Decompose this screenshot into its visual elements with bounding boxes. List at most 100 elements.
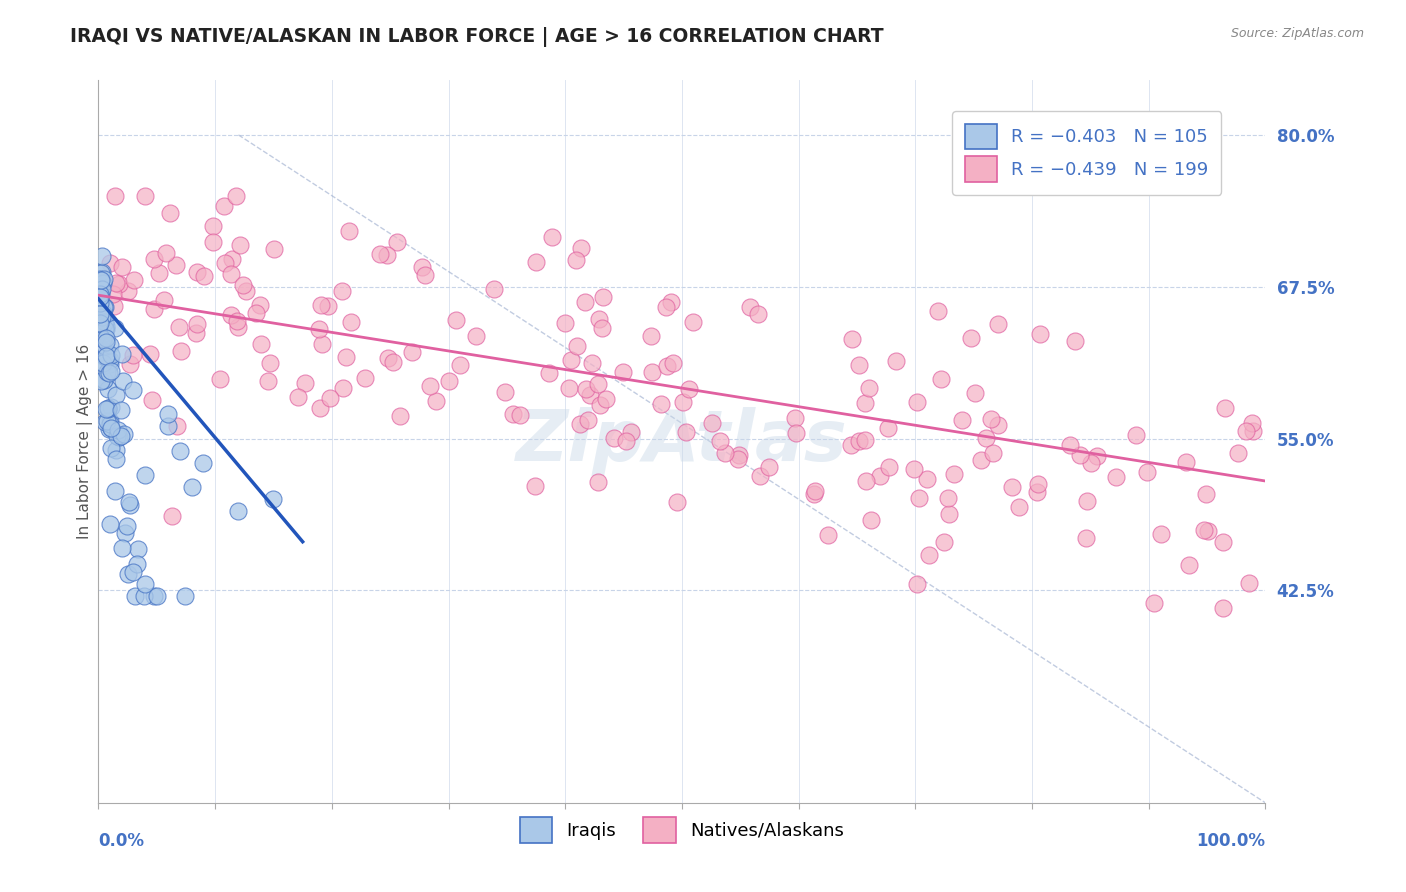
Point: [90, 359, 112, 374]
Point: [122, 383, 145, 397]
Point: [89, 296, 111, 310]
Point: [569, 417, 592, 431]
Point: [337, 224, 360, 238]
Point: [98, 255, 121, 269]
Point: [93, 345, 115, 359]
Point: [980, 412, 1002, 426]
Point: [214, 255, 236, 269]
Point: [94, 319, 117, 334]
Point: [330, 284, 353, 298]
Point: [111, 346, 134, 360]
Point: [169, 319, 191, 334]
Point: [91, 343, 114, 357]
Point: [886, 353, 908, 368]
Point: [950, 413, 973, 427]
Point: [98, 358, 121, 372]
Point: [107, 423, 129, 437]
Point: [193, 269, 215, 284]
Point: [94, 415, 117, 429]
Point: [938, 507, 960, 521]
Point: [105, 388, 128, 402]
Point: [235, 284, 257, 298]
Point: [105, 442, 128, 457]
Point: [672, 395, 695, 409]
Point: [1059, 438, 1081, 452]
Point: [484, 282, 506, 296]
Point: [193, 456, 215, 470]
Point: [385, 235, 408, 250]
Point: [936, 491, 959, 506]
Point: [316, 299, 339, 313]
Point: [122, 565, 145, 579]
Point: [869, 469, 891, 483]
Point: [578, 388, 600, 402]
Point: [848, 358, 870, 372]
Point: [93, 329, 115, 343]
Text: 100.0%: 100.0%: [1197, 831, 1265, 850]
Point: [170, 344, 193, 359]
Point: [186, 265, 208, 279]
Point: [112, 374, 135, 388]
Point: [98, 414, 121, 428]
Point: [173, 590, 195, 604]
Point: [335, 350, 357, 364]
Point: [903, 461, 925, 475]
Point: [100, 421, 122, 435]
Point: [259, 356, 281, 370]
Point: [98, 422, 121, 436]
Point: [96, 365, 118, 379]
Point: [186, 317, 208, 331]
Point: [134, 577, 156, 591]
Point: [91, 249, 114, 263]
Point: [94, 315, 117, 329]
Point: [115, 519, 138, 533]
Point: [89, 316, 111, 330]
Point: [700, 416, 723, 430]
Point: [184, 326, 207, 340]
Point: [785, 425, 807, 440]
Point: [90, 328, 112, 343]
Point: [682, 315, 704, 329]
Point: [90, 273, 112, 287]
Point: [110, 403, 132, 417]
Point: [103, 299, 125, 313]
Point: [309, 298, 332, 312]
Text: ZipAtlas: ZipAtlas: [516, 407, 848, 476]
Point: [494, 385, 516, 400]
Point: [959, 331, 981, 345]
Point: [1213, 401, 1236, 415]
Point: [908, 491, 931, 506]
Point: [848, 434, 870, 449]
Point: [155, 246, 177, 260]
Point: [142, 590, 165, 604]
Point: [727, 452, 749, 467]
Point: [877, 459, 900, 474]
Point: [1226, 446, 1249, 460]
Point: [575, 382, 598, 396]
Point: [411, 260, 433, 274]
Point: [91, 323, 114, 337]
Point: [1029, 327, 1052, 342]
Point: [987, 318, 1010, 332]
Point: [104, 276, 127, 290]
Point: [560, 353, 582, 368]
Point: [212, 199, 235, 213]
Point: [219, 308, 242, 322]
Point: [125, 558, 148, 572]
Point: [740, 301, 762, 315]
Point: [202, 235, 225, 250]
Point: [389, 409, 412, 424]
Point: [332, 380, 354, 394]
Point: [675, 425, 697, 439]
Point: [262, 492, 284, 507]
Point: [114, 526, 136, 541]
Point: [1085, 449, 1108, 463]
Point: [929, 371, 952, 385]
Point: [91, 306, 114, 320]
Point: [257, 374, 280, 388]
Point: [450, 358, 472, 372]
Point: [537, 366, 560, 380]
Point: [1076, 493, 1098, 508]
Point: [134, 188, 156, 202]
Point: [419, 379, 441, 393]
